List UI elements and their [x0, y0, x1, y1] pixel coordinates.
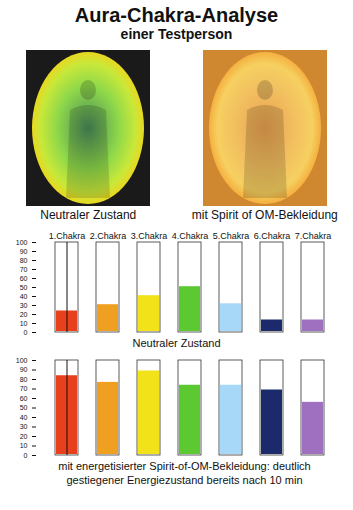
svg-text:10: 10 — [20, 320, 28, 327]
svg-text:60: 60 — [20, 395, 28, 402]
svg-text:70: 70 — [20, 266, 28, 273]
svg-text:20: 20 — [20, 311, 28, 318]
svg-text:50: 50 — [20, 404, 28, 411]
svg-text:2.Chakra: 2.Chakra — [90, 231, 127, 241]
svg-text:80: 80 — [20, 257, 28, 264]
svg-text:0: 0 — [24, 329, 28, 336]
html-text:mit energetisierter Spirit-of-: mit energetisierter Spirit-of-OM-Bekleid… — [58, 460, 311, 486]
svg-text:30: 30 — [20, 302, 28, 309]
svg-text:20: 20 — [20, 433, 28, 440]
html-text:Neutraler Zustand: Neutraler Zustand — [132, 337, 221, 349]
svg-text:100: 100 — [16, 239, 28, 246]
svg-text:60: 60 — [20, 275, 28, 282]
svg-text:50: 50 — [20, 284, 28, 291]
html-text:mit Spirit of OM-Bekleidung: mit Spirit of OM-Bekleidung — [191, 208, 338, 222]
svg-text:7.Chakra: 7.Chakra — [295, 231, 332, 241]
svg-text:3.Chakra: 3.Chakra — [131, 231, 168, 241]
svg-text:0: 0 — [24, 452, 28, 459]
svg-text:40: 40 — [20, 414, 28, 421]
svg-text:70: 70 — [20, 385, 28, 392]
svg-text:6.Chakra: 6.Chakra — [254, 231, 291, 241]
html-text:Aura-Chakra-Analyse: Aura-Chakra-Analyse — [74, 4, 279, 26]
html-text:Neutraler Zustand: Neutraler Zustand — [40, 208, 137, 222]
svg-text:90: 90 — [20, 366, 28, 373]
svg-text:100: 100 — [16, 357, 28, 364]
html-text:einer Testperson: einer Testperson — [120, 26, 233, 42]
svg-text:1.Chakra: 1.Chakra — [49, 231, 86, 241]
svg-text:40: 40 — [20, 293, 28, 300]
svg-text:90: 90 — [20, 248, 28, 255]
svg-text:30: 30 — [20, 423, 28, 430]
svg-text:5.Chakra: 5.Chakra — [213, 231, 250, 241]
svg-text:4.Chakra: 4.Chakra — [172, 231, 209, 241]
svg-text:10: 10 — [20, 442, 28, 449]
svg-text:80: 80 — [20, 376, 28, 383]
